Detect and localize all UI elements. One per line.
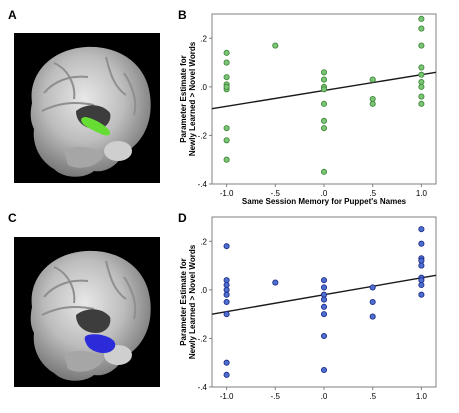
data-point xyxy=(418,240,425,247)
data-point xyxy=(223,311,230,318)
scatter-plot-d: Parameter Estimate for Newly Learned > N… xyxy=(179,216,437,401)
data-point xyxy=(320,366,328,374)
data-point xyxy=(223,359,230,366)
panel-letter-d: D xyxy=(178,211,187,225)
data-point xyxy=(320,277,328,284)
y-tick-label: .0 xyxy=(200,83,207,92)
data-point xyxy=(272,42,279,49)
data-point xyxy=(418,83,425,90)
x-tick-label: -1.0 xyxy=(220,189,234,198)
data-point xyxy=(223,59,230,66)
data-point xyxy=(223,371,230,378)
y-tick-label: -.4 xyxy=(198,383,208,392)
brain-region-highlight xyxy=(81,117,111,136)
y-tick-label: .2 xyxy=(200,237,207,246)
brain-region-highlight xyxy=(84,334,116,353)
data-point xyxy=(223,156,230,163)
y-tick-label: -.4 xyxy=(198,180,208,189)
data-point xyxy=(320,100,328,107)
data-point xyxy=(320,69,328,76)
data-point xyxy=(320,125,328,132)
data-point xyxy=(418,226,425,233)
x-tick-label: 1.0 xyxy=(416,189,428,198)
data-point xyxy=(418,291,425,298)
y-axis-label-line1: Parameter Estimate for xyxy=(179,258,188,346)
x-tick-label: 1.0 xyxy=(416,392,428,401)
x-tick-label: .5 xyxy=(369,189,376,198)
data-point xyxy=(223,137,230,144)
x-tick-label: -1.0 xyxy=(220,392,234,401)
panel-letter-b: B xyxy=(178,8,187,22)
data-point xyxy=(320,303,328,310)
data-point xyxy=(272,279,279,286)
data-point xyxy=(418,262,425,269)
panel-letter-a: A xyxy=(8,8,17,22)
data-point xyxy=(418,281,425,289)
scatter-plot-b: Parameter Estimate for Newly Learned > N… xyxy=(179,13,437,206)
data-point xyxy=(223,83,230,90)
x-axis-label: Same Session Memory for Puppet's Names xyxy=(242,197,407,206)
y-axis-label-line1: Parameter Estimate for xyxy=(179,55,188,143)
data-point xyxy=(320,332,328,340)
data-point xyxy=(223,49,230,56)
data-point xyxy=(320,311,328,318)
data-point xyxy=(369,313,376,320)
y-tick-label: -.2 xyxy=(198,131,208,140)
data-point xyxy=(369,284,376,291)
plot-frame-b xyxy=(211,13,437,185)
data-point xyxy=(223,125,230,132)
panel-letter-c: C xyxy=(8,211,17,225)
data-point xyxy=(418,15,425,22)
x-tick-label: .0 xyxy=(321,392,328,401)
data-point xyxy=(223,291,230,298)
data-point xyxy=(418,100,425,107)
data-point xyxy=(223,243,230,250)
x-tick-label: -.5 xyxy=(271,392,281,401)
data-point xyxy=(369,298,376,306)
data-point xyxy=(320,76,328,83)
data-point xyxy=(418,25,425,32)
data-point xyxy=(418,93,425,100)
brain-slice-image-c xyxy=(14,237,160,387)
data-point xyxy=(320,86,328,93)
y-tick-label: .2 xyxy=(200,34,207,43)
data-point xyxy=(369,100,376,107)
data-point xyxy=(320,168,328,175)
data-point xyxy=(320,117,328,124)
data-point xyxy=(418,42,425,49)
data-point xyxy=(223,74,230,81)
brain-slice-image-a xyxy=(14,33,160,183)
data-point xyxy=(223,298,230,306)
data-point xyxy=(320,284,328,291)
data-point xyxy=(418,71,425,78)
x-tick-label: .5 xyxy=(369,392,376,401)
y-axis-label-line2: Newly Learned > Novel Words xyxy=(188,244,197,359)
y-tick-label: .0 xyxy=(200,286,207,295)
x-tick-label: .0 xyxy=(321,189,328,198)
y-axis-label-line2: Newly Learned > Novel Words xyxy=(188,41,197,156)
data-point xyxy=(369,76,376,83)
data-point xyxy=(320,296,328,303)
x-tick-label: -.5 xyxy=(271,189,281,198)
y-tick-label: -.2 xyxy=(198,334,208,343)
data-point xyxy=(418,64,425,71)
